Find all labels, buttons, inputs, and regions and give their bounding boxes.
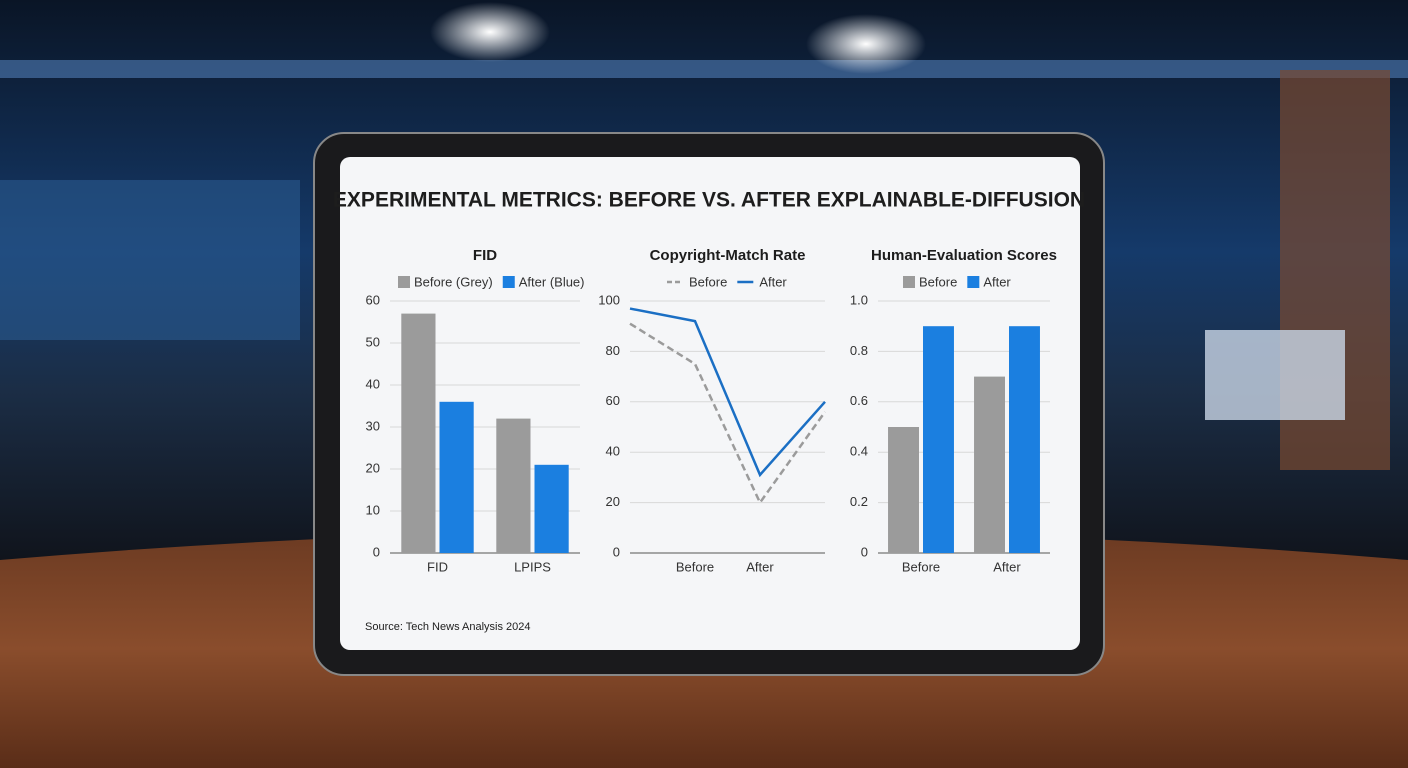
y-tick-label: 10: [366, 502, 380, 517]
x-tick-label: Before: [676, 559, 714, 574]
source: Source: Tech News Analysis 2024: [365, 621, 531, 633]
y-tick-label: 1.0: [850, 292, 868, 307]
x-tick-label: After: [746, 559, 774, 574]
y-tick-label: 40: [366, 376, 380, 391]
legend-swatch: [967, 276, 980, 288]
y-tick-label: 40: [606, 444, 620, 459]
bar: [923, 326, 954, 553]
y-tick-label: 0.8: [850, 343, 868, 358]
x-tick-label: Before: [902, 559, 940, 574]
x-tick-label: LPIPS: [514, 559, 551, 574]
y-tick-label: 20: [606, 494, 620, 509]
y-tick-label: 50: [366, 334, 380, 349]
line: [629, 322, 827, 506]
x-tick-label: After: [993, 559, 1021, 574]
bar: [401, 313, 436, 553]
bar: [439, 401, 474, 553]
legend-label: Before: [689, 274, 727, 289]
title: EXPERIMENTAL METRICS: BEFORE VS. AFTER E…: [333, 189, 1085, 212]
y-tick-label: 0: [373, 544, 380, 559]
y-tick-label: 0: [861, 544, 868, 559]
lamp: [430, 2, 550, 62]
light-strip: [0, 60, 1408, 78]
legend-label: After: [759, 274, 787, 289]
line: [629, 307, 826, 478]
y-tick-label: 80: [606, 343, 620, 358]
bar: [534, 464, 569, 553]
chart-title: Copyright-Match Rate: [650, 247, 806, 264]
bar: [888, 427, 919, 553]
monitor: [1205, 330, 1345, 420]
chart-title: Human-Evaluation Scores: [871, 247, 1057, 264]
y-tick-label: 0.2: [850, 494, 868, 509]
legend-swatch: [502, 276, 515, 288]
legend-label: After: [983, 274, 1011, 289]
legend-label: After (Blue): [519, 274, 585, 289]
x-tick-label: FID: [427, 559, 448, 574]
y-tick-label: 60: [366, 292, 380, 307]
lamp: [806, 14, 926, 74]
y-tick-label: 0.6: [850, 393, 868, 408]
y-tick-label: 20: [366, 460, 380, 475]
y-tick-label: 0: [613, 544, 620, 559]
bar: [1009, 326, 1040, 553]
chart-title: FID: [473, 247, 497, 264]
y-tick-label: 60: [606, 393, 620, 408]
monitor-wall: [0, 180, 300, 340]
y-tick-label: 0.4: [850, 444, 868, 459]
bar: [974, 376, 1005, 553]
legend-swatch: [903, 276, 915, 288]
y-tick-label: 30: [366, 418, 380, 433]
legend-label: Before (Grey): [414, 274, 493, 289]
bar: [496, 418, 531, 553]
y-tick-label: 100: [598, 292, 620, 307]
legend-swatch: [398, 276, 410, 288]
legend-label: Before: [919, 274, 957, 289]
